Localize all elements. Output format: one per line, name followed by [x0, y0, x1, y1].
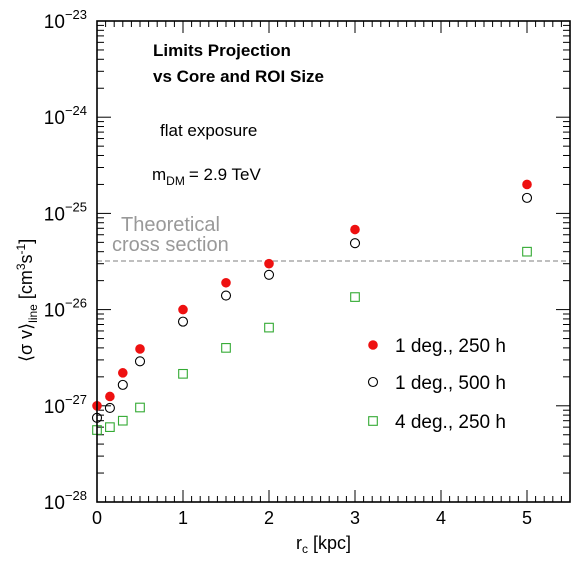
x-tick-label: 5 — [522, 508, 532, 528]
data-point-series-3 — [221, 343, 231, 353]
data-point-series-1 — [178, 304, 188, 315]
plot-frame — [96, 20, 571, 503]
data-point-series-1 — [522, 179, 532, 190]
data-point-series-3 — [264, 322, 274, 333]
legend-marker-2 — [367, 376, 379, 388]
x-tick-label: 0 — [92, 508, 102, 528]
chart-title-line-1: Limits Projection — [153, 41, 291, 60]
data-point-series-1 — [135, 344, 145, 354]
y-tick-label: 10−27 — [44, 392, 87, 418]
data-point-series-3 — [350, 292, 360, 302]
y-tick-label: 10−23 — [44, 7, 87, 33]
x-tick-label: 4 — [436, 508, 446, 528]
legend-label-2: 1 deg., 500 h — [395, 373, 506, 394]
data-point-series-1 — [264, 258, 274, 269]
reference-line-label-2: cross section — [112, 234, 229, 256]
data-point-series-1 — [350, 224, 360, 235]
x-tick-label: 3 — [350, 508, 360, 528]
data-point-series-2 — [521, 192, 533, 203]
y-tick-label: 10−25 — [44, 199, 87, 225]
data-point-series-2 — [263, 269, 275, 280]
x-tick-label: 2 — [264, 508, 274, 528]
reference-line-label-1: Theoretical — [121, 214, 220, 236]
legend-marker-3 — [368, 416, 378, 426]
data-point-series-2 — [104, 402, 115, 413]
data-point-series-3 — [178, 368, 188, 379]
data-point-series-2 — [349, 238, 361, 249]
x-tick-label: 1 — [178, 508, 188, 528]
x-axis-label: rc [kpc] — [296, 533, 351, 556]
y-tick-label: 10−24 — [44, 103, 87, 129]
exposure-annotation: flat exposure — [160, 121, 257, 140]
data-point-series-1 — [118, 368, 128, 378]
data-point-series-3 — [522, 246, 532, 257]
data-point-series-2 — [177, 316, 189, 327]
legend-marker-1 — [368, 340, 378, 350]
data-point-series-3 — [117, 415, 128, 426]
y-tick-label: 10−28 — [44, 488, 87, 514]
data-point-series-3 — [135, 402, 145, 413]
y-axis-label: ⟨σ v⟩line [cm3s-1] — [14, 239, 40, 362]
data-point-series-2 — [134, 356, 146, 367]
data-point-series-1 — [105, 391, 115, 402]
y-tick-label: 10−26 — [44, 296, 87, 322]
legend-label-3: 4 deg., 250 h — [395, 412, 506, 433]
legend-label-1: 1 deg., 250 h — [395, 336, 506, 357]
data-point-series-2 — [117, 379, 128, 390]
data-point-series-3 — [105, 422, 115, 432]
dm-mass-annotation: mDM = 2.9 TeV — [152, 165, 261, 188]
data-point-series-2 — [220, 290, 232, 301]
chart-title-line-2: vs Core and ROI Size — [153, 67, 324, 86]
data-point-series-1 — [221, 277, 231, 288]
